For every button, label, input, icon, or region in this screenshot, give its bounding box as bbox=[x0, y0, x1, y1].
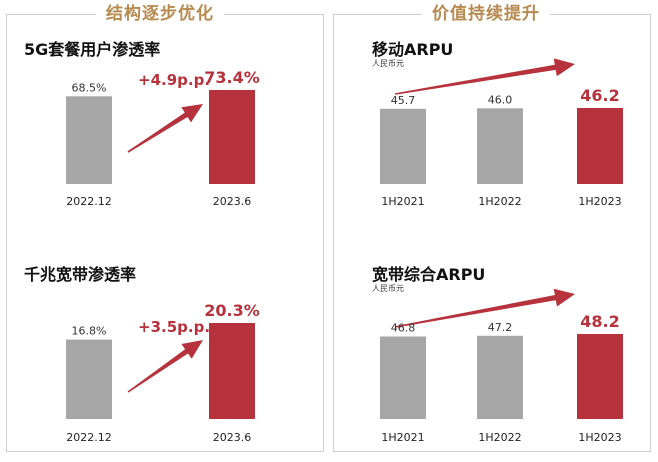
bar bbox=[209, 323, 255, 419]
data-label: 46.8 bbox=[391, 322, 416, 335]
delta-annotation: +4.9p.p. bbox=[138, 71, 210, 89]
trend-arrow bbox=[127, 340, 203, 393]
bar bbox=[66, 339, 112, 419]
data-label: 46.0 bbox=[488, 93, 513, 106]
data-label: 20.3% bbox=[204, 301, 260, 320]
chart-subtitle-broadband-arpu: 人民币元 bbox=[372, 284, 404, 293]
data-label: 46.2 bbox=[580, 86, 619, 105]
category-label: 2022.12 bbox=[66, 431, 112, 444]
category-label: 1H2022 bbox=[478, 195, 521, 208]
category-label: 2022.12 bbox=[66, 195, 112, 208]
trend-arrow bbox=[394, 288, 575, 328]
category-label: 2023.6 bbox=[213, 195, 252, 208]
data-label: 16.8% bbox=[72, 325, 107, 338]
bar bbox=[209, 90, 255, 184]
delta-annotation: +3.5p.p. bbox=[138, 318, 210, 336]
data-label: 73.4% bbox=[204, 68, 260, 87]
bar bbox=[477, 335, 523, 419]
left-panel-title: 结构逐步优化 bbox=[96, 2, 224, 26]
trend-arrow bbox=[394, 58, 575, 95]
right-panel-title: 价值持续提升 bbox=[422, 2, 550, 26]
data-label: 48.2 bbox=[580, 312, 619, 331]
data-label: 47.2 bbox=[488, 321, 513, 334]
bar bbox=[477, 108, 523, 184]
bar bbox=[380, 336, 426, 419]
category-label: 2023.6 bbox=[213, 431, 252, 444]
data-label: 68.5% bbox=[72, 81, 107, 94]
bar bbox=[577, 334, 623, 419]
category-label: 1H2021 bbox=[381, 431, 424, 444]
chart-title-mobile-arpu: 移动ARPU bbox=[372, 40, 454, 59]
chart-title-5g-penetration: 5G套餐用户渗透率 bbox=[24, 40, 161, 59]
bar bbox=[66, 96, 112, 184]
category-label: 1H2023 bbox=[578, 431, 621, 444]
trend-arrow bbox=[127, 104, 203, 153]
category-label: 1H2021 bbox=[381, 195, 424, 208]
chart-title-gigabit-penetration: 千兆宽带渗透率 bbox=[24, 265, 137, 284]
chart-title-broadband-arpu: 宽带综合ARPU bbox=[372, 265, 486, 284]
chart-subtitle-mobile-arpu: 人民币元 bbox=[372, 59, 404, 68]
bar bbox=[380, 108, 426, 184]
category-label: 1H2022 bbox=[478, 431, 521, 444]
category-label: 1H2023 bbox=[578, 195, 621, 208]
data-label: 45.7 bbox=[391, 94, 416, 107]
bar bbox=[577, 108, 623, 184]
